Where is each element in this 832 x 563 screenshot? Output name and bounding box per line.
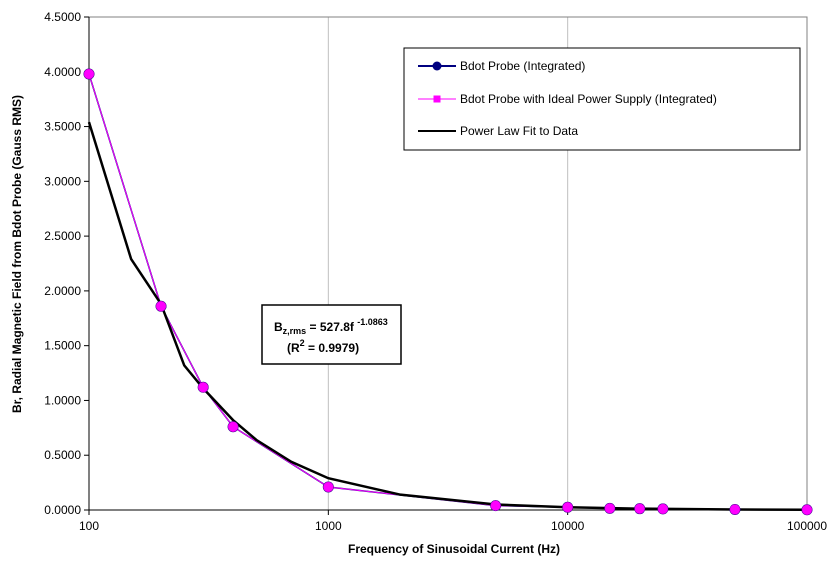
legend-label-2: Bdot Probe with Ideal Power Supply (Inte… xyxy=(460,92,717,106)
legend-swatch-marker-2 xyxy=(433,95,441,103)
x-axis-title: Frequency of Sinusoidal Current (Hz) xyxy=(348,542,560,556)
y-ticks: 0.0000 0.5000 1.0000 1.5000 2.0000 2.5000 3.00… xyxy=(44,10,89,517)
y-axis-title: Br, Radial Magnetic Field from Bdot Prob… xyxy=(10,95,24,413)
series-layer xyxy=(83,68,813,516)
series-1-point-10 xyxy=(729,504,741,515)
y-tick-label-1: 0.5000 xyxy=(44,448,81,462)
series-1-point-5 xyxy=(490,500,501,511)
series-2-line xyxy=(87,121,808,512)
annotation-box xyxy=(261,304,402,365)
x-ticks: 100 1000 10000 100000 xyxy=(79,510,827,533)
series-1-point-11 xyxy=(801,504,813,516)
series-1-point-2 xyxy=(197,382,209,393)
annotation-r-exponent: 2 xyxy=(300,338,305,348)
legend-label-3: Power Law Fit to Data xyxy=(460,124,578,138)
x-tick-label-0: 100 xyxy=(79,519,99,533)
annotation-r-label: (R xyxy=(287,341,300,355)
annotation-equation: = 527.8f xyxy=(306,320,357,334)
x-tick-label-2: 10000 xyxy=(551,519,585,533)
series-1-point-1 xyxy=(155,300,167,312)
fit-equation-annotation: Bz,rms = 527.8f -1.0863 (R2 = 0.9979) xyxy=(261,304,402,365)
legend-box xyxy=(403,47,801,151)
legend: Bdot Probe (Integrated) Bdot Probe with … xyxy=(403,47,801,151)
annotation-exponent: -1.0863 xyxy=(357,317,388,327)
legend-swatch-marker-1 xyxy=(432,61,442,71)
series-1-point-3 xyxy=(227,421,239,432)
annotation-subscript: z,rms xyxy=(283,326,307,336)
y-tick-label-8: 4.0000 xyxy=(44,65,81,79)
series-1-point-8 xyxy=(634,503,645,514)
y-tick-label-6: 3.0000 xyxy=(44,174,81,188)
series-1-point-7 xyxy=(604,503,616,514)
y-tick-label-5: 2.5000 xyxy=(44,229,81,243)
y-tick-label-9: 4.5000 xyxy=(44,10,81,24)
y-tick-label-3: 1.5000 xyxy=(44,339,81,353)
annotation-line-2: (R2 = 0.9979) xyxy=(287,338,359,355)
legend-label-1: Bdot Probe (Integrated) xyxy=(460,59,585,73)
annotation-r-value: = 0.9979) xyxy=(305,341,359,355)
y-tick-label-0: 0.0000 xyxy=(44,503,81,517)
y-tick-label-2: 1.0000 xyxy=(44,393,81,407)
annotation-line-1: Bz,rms = 527.8f -1.0863 xyxy=(274,317,388,336)
series-1-point-4 xyxy=(323,481,334,493)
x-tick-label-3: 100000 xyxy=(787,519,827,533)
y-tick-label-7: 3.5000 xyxy=(44,120,81,134)
series-1-point-0 xyxy=(83,68,95,80)
series-1-point-9 xyxy=(657,503,669,515)
x-tick-label-1: 1000 xyxy=(315,519,342,533)
y-tick-label-4: 2.0000 xyxy=(44,284,81,298)
series-1-point-6 xyxy=(562,502,573,513)
annotation-symbol: B xyxy=(274,320,283,334)
